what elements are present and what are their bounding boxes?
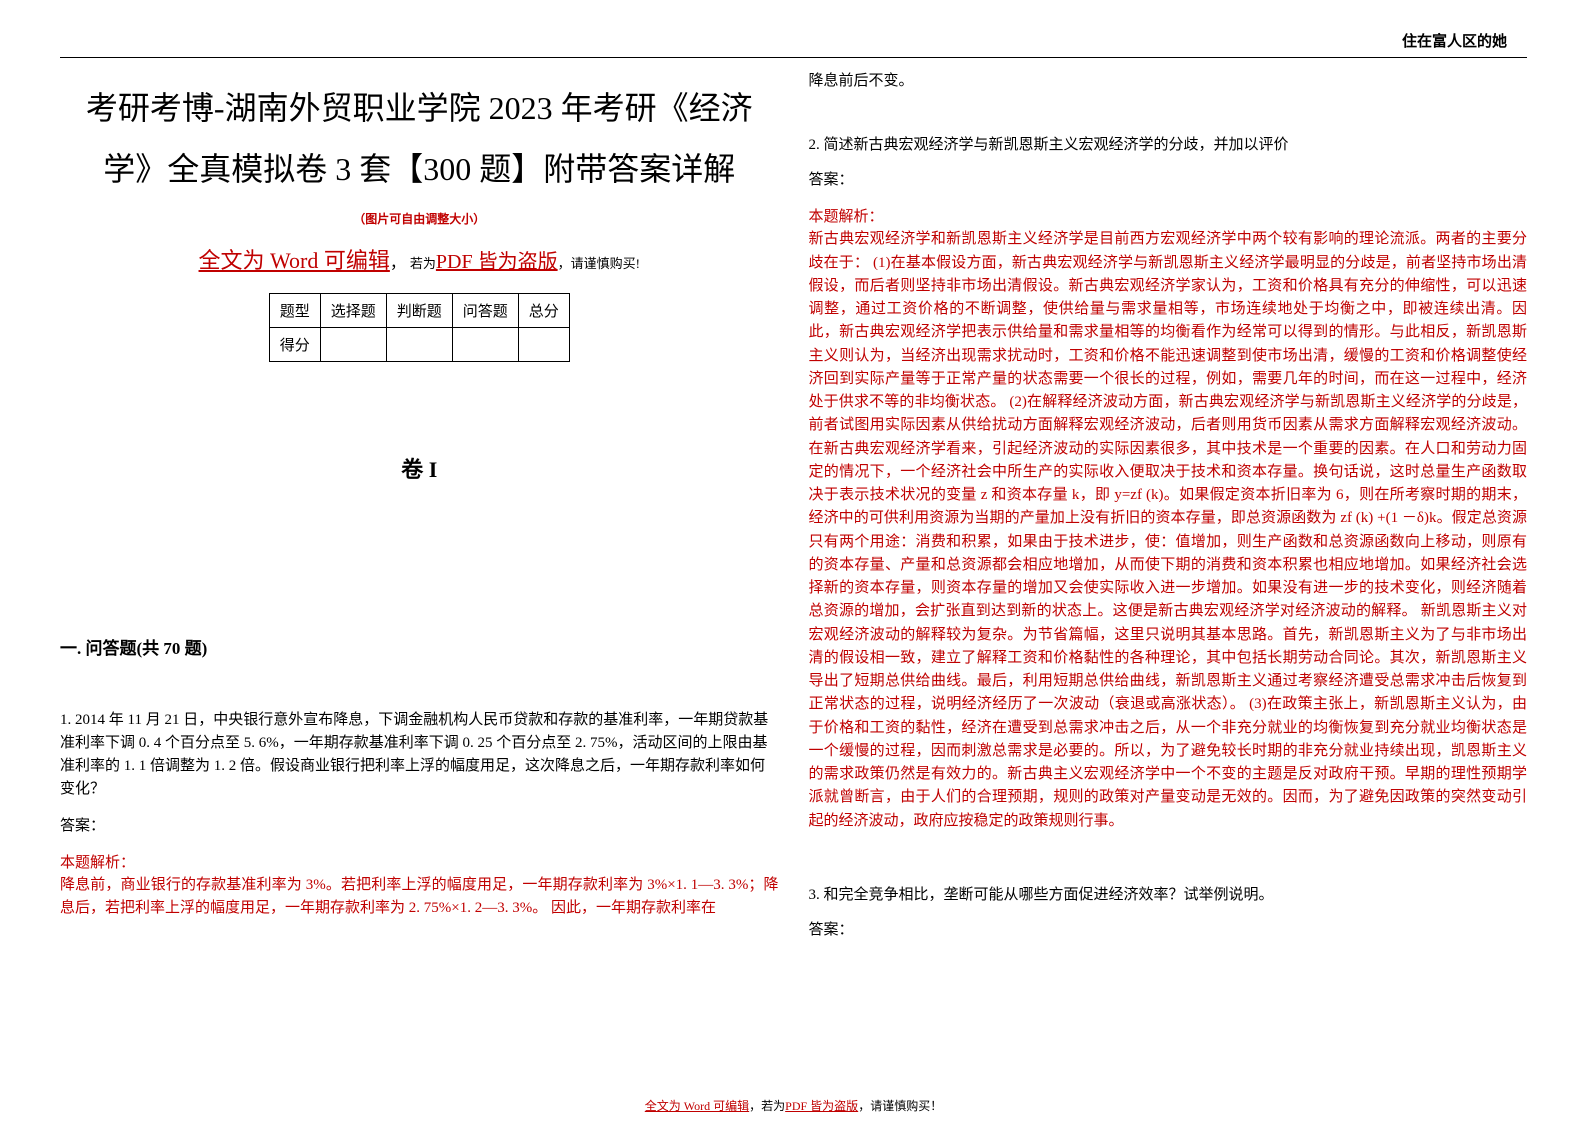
score-table: 题型 选择题 判断题 问答题 总分 得分: [269, 293, 570, 362]
image-resize-note: （图片可自由调整大小）: [60, 210, 779, 227]
edit-warning-line: 全文为 Word 可编辑， 若为PDF 皆为盗版，请谨慎购买!: [60, 243, 779, 275]
cell-total-score: [518, 327, 569, 361]
footer-warning: 全文为 Word 可编辑，若为PDF 皆为盗版，请谨慎购买！: [0, 1097, 1587, 1114]
cell-choice-score: [320, 327, 386, 361]
title-line-1: 考研考博-湖南外贸职业学院 2023 年考研《经济: [86, 90, 753, 126]
volume-label: 卷 I: [60, 452, 779, 484]
q1-analysis-body: 降息前，商业银行的存款基准利率为 3%。若把利率上浮的幅度用足，一年期存款利率为…: [60, 874, 779, 921]
col-judge: 判断题: [386, 293, 452, 327]
cell-judge-score: [386, 327, 452, 361]
q1-analysis-label: 本题解析：: [60, 851, 779, 872]
footer-pdf-text: PDF 皆为盗版: [785, 1099, 858, 1113]
footer-word-text: 全文为 Word 可编辑: [645, 1099, 749, 1113]
document-page: 住在富人区的她 考研考博-湖南外贸职业学院 2023 年考研《经济 学》全真模拟…: [0, 0, 1587, 959]
q2-analysis-body: 新古典宏观经济学和新凯恩斯主义经济学是目前西方宏观经济学中两个较有影响的理论流派…: [809, 228, 1528, 833]
row-score-label: 得分: [269, 327, 320, 361]
comma: ，: [390, 255, 406, 272]
col-type: 题型: [269, 293, 320, 327]
q2-answer-label: 答案：: [809, 168, 1528, 189]
col-choice: 选择题: [320, 293, 386, 327]
q1-answer-label: 答案：: [60, 814, 779, 835]
q1-continuation: 降息前后不变。: [809, 70, 1528, 93]
header-divider: [60, 57, 1527, 58]
pdf-piracy-text: PDF 皆为盗版: [436, 251, 558, 273]
right-column: 降息前后不变。 2. 简述新古典宏观经济学与新凯恩斯主义宏观经济学的分歧，并加以…: [809, 70, 1528, 939]
table-header-row: 题型 选择题 判断题 问答题 总分: [269, 293, 569, 327]
cell-qa-score: [452, 327, 518, 361]
col-total: 总分: [518, 293, 569, 327]
document-title: 考研考博-湖南外贸职业学院 2023 年考研《经济 学》全真模拟卷 3 套【30…: [60, 78, 779, 200]
caution-text: ，请谨慎购买!: [558, 256, 640, 271]
word-editable-text: 全文为 Word 可编辑: [199, 248, 390, 273]
question-1-text: 1. 2014 年 11 月 21 日，中央银行意外宣布降息，下调金融机构人民币…: [60, 709, 779, 802]
title-line-2: 学》全真模拟卷 3 套【300 题】附带答案详解: [103, 151, 735, 187]
question-2-text: 2. 简述新古典宏观经济学与新凯恩斯主义宏观经济学的分歧，并加以评价: [809, 133, 1528, 154]
left-column: 考研考博-湖南外贸职业学院 2023 年考研《经济 学》全真模拟卷 3 套【30…: [60, 70, 779, 939]
col-qa: 问答题: [452, 293, 518, 327]
q3-answer-label: 答案：: [809, 918, 1528, 939]
header-watermark: 住在富人区的她: [60, 30, 1527, 57]
footer-sep1: ，若为: [749, 1099, 785, 1113]
question-3-text: 3. 和完全竞争相比，垄断可能从哪些方面促进经济效率？试举例说明。: [809, 883, 1528, 904]
q2-analysis-label: 本题解析：: [809, 205, 1528, 226]
section-heading: 一. 问答题(共 70 题): [60, 634, 779, 659]
two-column-layout: 考研考博-湖南外贸职业学院 2023 年考研《经济 学》全真模拟卷 3 套【30…: [60, 70, 1527, 939]
footer-caution: ，请谨慎购买！: [858, 1099, 942, 1113]
if-text: 若为: [410, 256, 436, 271]
table-score-row: 得分: [269, 327, 569, 361]
